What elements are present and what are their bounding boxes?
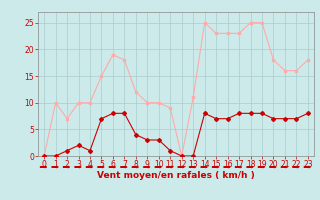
X-axis label: Vent moyen/en rafales ( km/h ): Vent moyen/en rafales ( km/h )	[97, 171, 255, 180]
